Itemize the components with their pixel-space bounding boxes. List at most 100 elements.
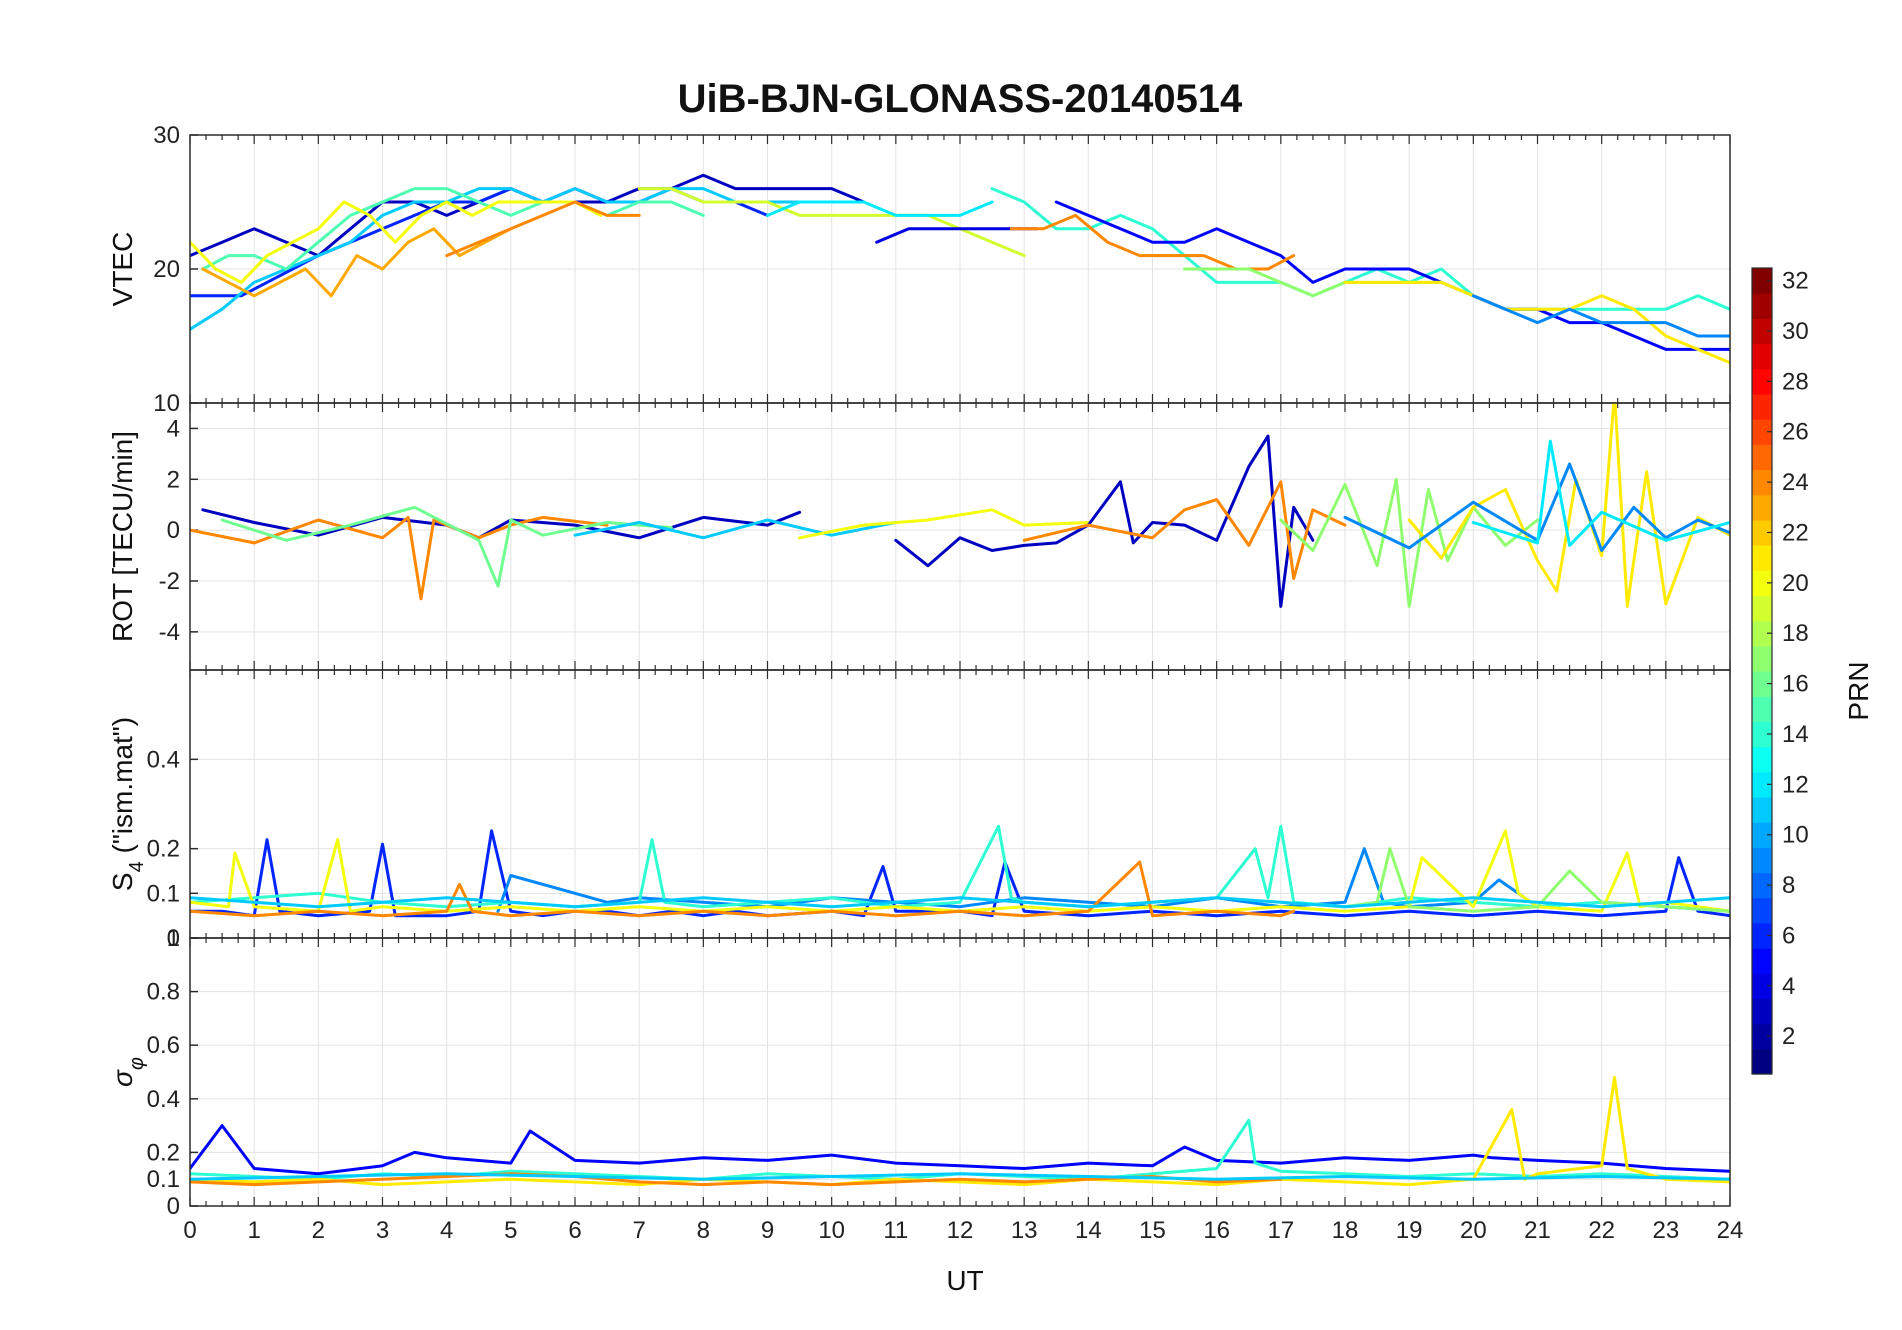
- series-prn-20: [190, 829, 1730, 913]
- series-prn-24: [190, 515, 609, 601]
- colorbar-frame: [1751, 267, 1773, 1075]
- colorbar-label: PRN: [1843, 661, 1874, 720]
- colorbar-swatch: [1752, 822, 1772, 848]
- series-prn-20: [798, 508, 1090, 540]
- series-prn-11: [190, 896, 1730, 909]
- x-tick-label: 17: [1267, 1217, 1294, 1244]
- colorbar-tick-label: 26: [1782, 419, 1809, 446]
- series-prn-21: [1343, 280, 1730, 365]
- colorbar-swatch: [1752, 897, 1772, 924]
- colorbar-swatch: [1752, 1023, 1772, 1050]
- series-prn-20: [190, 200, 603, 284]
- x-tick-label: 4: [440, 1217, 453, 1244]
- series-prn-11: [573, 518, 898, 540]
- series-prn-17: [1279, 477, 1539, 608]
- series-prn-3: [894, 434, 1315, 608]
- y-label-subscript: φ: [126, 1057, 148, 1070]
- colorbar-swatch: [1752, 620, 1772, 647]
- series-group: [190, 403, 1730, 608]
- colorbar-swatch: [1752, 570, 1772, 597]
- colorbar-tick-label: 32: [1782, 268, 1809, 295]
- x-tick-label: 24: [1717, 1217, 1744, 1244]
- series-prn-24: [445, 200, 641, 258]
- colorbar-swatch: [1752, 771, 1772, 798]
- colorbar-tick-label: 30: [1782, 318, 1809, 345]
- y-tick-label: 30: [153, 122, 180, 149]
- series-prn-24: [1022, 480, 1347, 580]
- colorbar-swatch: [1752, 721, 1772, 748]
- x-tick-label: 9: [761, 1217, 774, 1244]
- colorbar-swatch: [1752, 268, 1772, 294]
- series-prn-3: [201, 508, 802, 540]
- y-axis-label: ROT [TECU/min]: [107, 431, 138, 642]
- x-tick-label: 7: [632, 1217, 645, 1244]
- x-tick-label: 13: [1011, 1217, 1038, 1244]
- series-group: [190, 1075, 1730, 1187]
- colorbar-swatch: [1752, 494, 1772, 521]
- series-prn-14: [990, 187, 1730, 311]
- series-prn-15: [201, 187, 705, 271]
- colorbar-swatch: [1752, 998, 1772, 1025]
- colorbar-swatch: [1752, 595, 1772, 622]
- x-tick-label: 2: [312, 1217, 325, 1244]
- series-prn-4: [875, 227, 1039, 244]
- series-prn-5: [1054, 200, 1730, 351]
- colorbar-tick-label: 2: [1782, 1023, 1795, 1050]
- panel-vtec: 10 20 30 VTEC: [107, 122, 1731, 417]
- y-label-subscript: 4: [126, 861, 148, 872]
- colorbar-tick-label: 28: [1782, 368, 1809, 395]
- colorbar-tick-label: 10: [1782, 822, 1809, 849]
- x-tick-label: 5: [504, 1217, 517, 1244]
- colorbar-swatch: [1752, 872, 1772, 899]
- colorbar-tick-label: 14: [1782, 721, 1809, 748]
- panel-frame: [189, 937, 1731, 1207]
- colorbar-tick-label: 22: [1782, 519, 1809, 546]
- colorbar-swatch: [1752, 519, 1772, 546]
- y-tick-label: -2: [159, 568, 180, 595]
- colorbar-swatch: [1752, 545, 1772, 571]
- colorbar-swatch: [1752, 393, 1772, 420]
- y-tick-label: 0.1: [147, 1166, 180, 1193]
- panel-s4: 0 0.1 0.2 0.4S4 ("ism.mat"): [107, 669, 1731, 952]
- y-label-rest: ("ism.mat"): [107, 717, 138, 861]
- y-tick-label: 20: [153, 256, 180, 283]
- colorbar-swatch: [1752, 469, 1772, 496]
- x-tick-label: 15: [1139, 1217, 1166, 1244]
- series-prn-16: [220, 505, 673, 588]
- x-tick-label: 8: [697, 1217, 710, 1244]
- series-prn-12: [766, 200, 994, 217]
- y-axis-label: S4 ("ism.mat"): [107, 717, 148, 891]
- colorbar-swatch: [1752, 318, 1772, 345]
- x-tick-label: 1: [247, 1217, 260, 1244]
- x-tick-label: 0: [183, 1217, 196, 1244]
- x-tick-label: 10: [818, 1217, 845, 1244]
- y-tick-label: 0: [167, 925, 180, 952]
- y-tick-label: -4: [159, 619, 180, 646]
- y-tick-label: 0.6: [147, 1032, 180, 1059]
- y-axis-label: VTEC: [107, 232, 138, 307]
- x-tick-label: 16: [1203, 1217, 1230, 1244]
- y-tick-label: 1: [167, 925, 180, 952]
- colorbar-swatch: [1752, 1048, 1772, 1075]
- colorbar-tick-label: 8: [1782, 872, 1795, 899]
- y-tick-label: 0.2: [147, 1139, 180, 1166]
- y-tick-label: 2: [167, 466, 180, 493]
- x-tick-label: 12: [947, 1217, 974, 1244]
- y-tick-label: 10: [153, 390, 180, 417]
- x-tick-label: 20: [1460, 1217, 1487, 1244]
- x-tick-label: 18: [1332, 1217, 1359, 1244]
- colorbar-swatch: [1752, 671, 1772, 697]
- colorbar-tick-label: 20: [1782, 570, 1809, 597]
- panel-rot: -4 -2 0 2 4 ROT [TECU/min]: [107, 402, 1731, 671]
- series-prn-11: [190, 1172, 1730, 1181]
- x-tick-label: 23: [1652, 1217, 1679, 1244]
- y-tick-label: 0: [167, 517, 180, 544]
- y-tick-label: 0: [167, 1193, 180, 1220]
- x-axis-label: UT: [946, 1265, 983, 1296]
- series-prn-23: [201, 227, 513, 298]
- colorbar-tick-label: 6: [1782, 922, 1795, 949]
- x-tick-label: 11: [883, 1217, 908, 1244]
- series-prn-21: [1407, 403, 1730, 608]
